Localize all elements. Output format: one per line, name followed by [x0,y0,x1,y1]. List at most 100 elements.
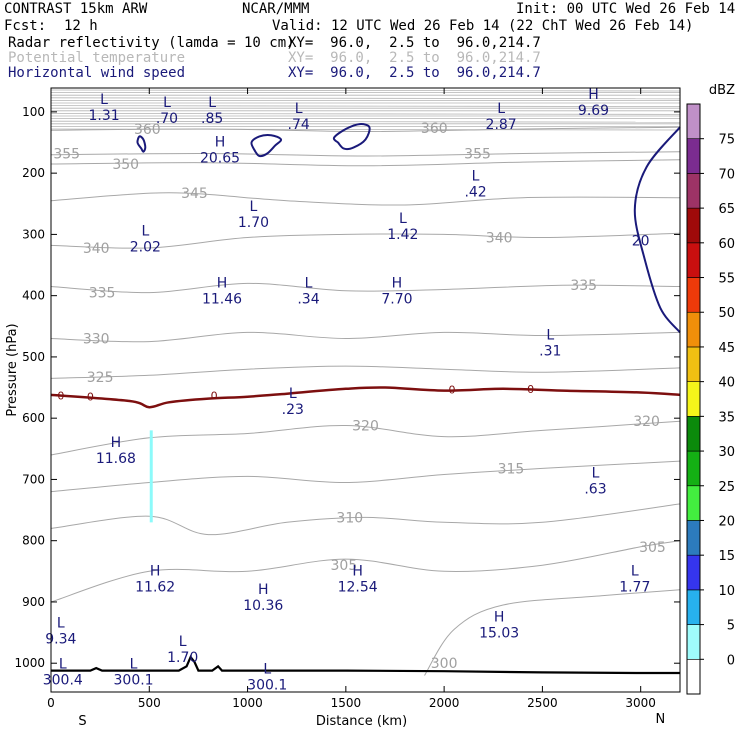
colorbar-frame [686,103,701,695]
colorbar-swatch [686,520,701,556]
hl-marker: L1.42 [387,211,418,243]
zero-contour-label: 0 [448,383,455,396]
zero-contour-label: 0 [87,391,94,404]
theta-label: 325 [87,370,114,386]
theta-label: 360 [421,121,448,137]
x-tick-label: 500 [138,696,161,710]
colorbar-swatch [686,242,701,278]
hl-marker: L.63 [584,465,606,497]
hl-marker: L2.87 [486,101,517,133]
theta-label: 305 [639,540,666,556]
hl-marker: L.85 [201,95,223,127]
wind-small-contour [136,135,147,153]
colorbar-label: 25 [718,480,735,495]
hl-value: 9.34 [45,632,76,648]
field-theta: Potential temperature [8,50,186,66]
y-tick-label: 1000 [14,656,45,670]
hl-marker: H11.68 [96,435,136,467]
y-tick-label: 400 [22,289,45,303]
theta-label: 310 [336,510,363,526]
hl-marker: H10.36 [243,582,283,614]
theta-contour-350 [50,159,681,167]
hl-marker: L1.31 [88,92,119,124]
hl-letter: L [263,661,271,677]
hl-value: 1.42 [387,227,418,243]
south-label: S [78,714,86,729]
hl-marker: L9.34 [45,616,76,648]
colorbar-swatch [686,138,701,174]
theta-strat-line [50,89,681,92]
wind-contour-label: 20 [632,233,650,249]
theta-contour-340 [50,232,681,249]
colorbar-swatch [686,381,701,417]
theta-contour-310 [50,503,681,536]
hl-marker: L.31 [539,328,561,360]
zero-contour-label: 0 [57,390,64,403]
hl-marker: L.34 [297,276,319,308]
hl-letter: L [250,199,258,215]
colorbar-swatch [686,173,701,209]
hl-letter: L [179,634,187,650]
wind-small-contour [250,134,283,158]
theta-label: 320 [633,414,660,430]
colorbar-swatch [686,277,701,313]
north-label: N [655,712,665,727]
x-tick-label: 1500 [331,696,362,710]
theta-contour-305 [50,540,681,603]
hl-value: 1.70 [238,215,269,231]
hl-value: .74 [288,117,310,133]
hl-value: .23 [282,402,304,418]
hl-marker: L1.70 [167,634,198,666]
hl-value: 1.31 [88,108,119,124]
zero-contour-label: 0 [211,390,218,403]
hl-value: 15.03 [479,625,519,641]
hl-letter: H [215,135,226,151]
y-tick-label: 500 [22,350,45,364]
hl-letter: L [141,223,149,239]
zero-dbz-line [50,386,681,409]
terrain [51,654,680,675]
y-tick-label: 700 [22,472,45,486]
hl-letter: L [163,95,171,111]
theta-label: 305 [331,558,358,574]
colorbar-swatch [686,311,701,348]
hl-letter: L [295,101,303,117]
hl-marker: L.42 [464,168,486,200]
plot-frame [50,87,681,693]
hl-value: 1.77 [619,579,650,595]
theta-contours [50,89,681,676]
colorbar-title: dBZ [709,83,735,98]
x-axis-title: Distance (km) [316,714,407,729]
x-tick-label: 3000 [625,696,656,710]
hl-letter: H [392,276,403,292]
colorbar-label: 70 [718,167,735,182]
colorbar-swatch [686,658,701,695]
hl-value: 2.02 [130,239,161,255]
colorbar-label: 30 [718,445,735,460]
hl-value: 1.70 [167,650,198,666]
theta-label: 360 [134,122,161,138]
hl-marker: L1.70 [238,199,269,231]
hl-letter: L [57,616,65,632]
contour-labels: 360 355 350 345 340 335 330 325 320 315 310 305 300 3… [43,87,666,694]
valid-time: Valid: 12 UTC Wed 26 Feb 14 (22 ChT Wed … [272,18,694,34]
y-tick-label: 800 [22,534,45,548]
hl-letter: L [100,92,108,108]
colorbar-swatch [686,624,701,660]
field-theta-xy: XY= 96.0, 2.5 to 96.0,214.7 [288,50,541,66]
hl-letter: L [546,328,554,344]
colorbar-label: 60 [718,237,735,252]
colorbar-label: 65 [718,202,735,217]
colorbar-swatch [686,103,701,140]
theta-label: 300 [431,656,458,672]
field-reflectivity-xy: XY= 96.0, 2.5 to 96.0,214.7 [288,35,541,51]
hl-letter: L [497,101,505,117]
hl-value: .42 [464,184,486,200]
hl-value: 300.1 [114,673,154,689]
colorbar-swatch [686,346,701,382]
y-tick-label: 200 [22,166,45,180]
hl-marker: H11.62 [135,563,175,595]
